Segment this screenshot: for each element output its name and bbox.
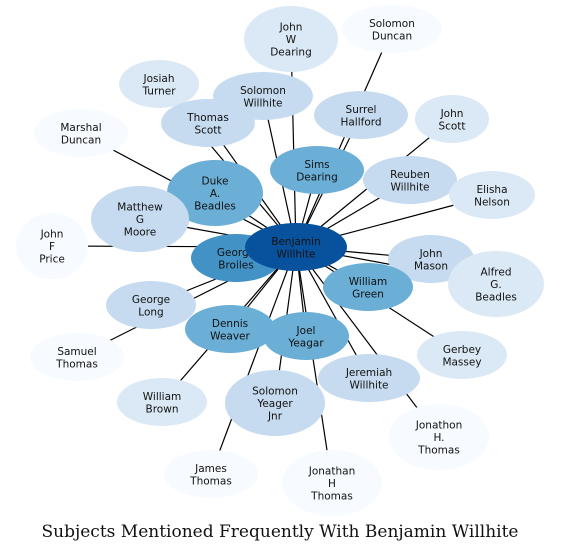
node-label: Jeremiah Willhite (345, 367, 392, 392)
node-matthew-g-moore: Matthew G Moore (91, 186, 189, 252)
node-ellipse (185, 305, 275, 353)
node-label: John W Dearing (270, 22, 312, 59)
node-ellipse (225, 370, 325, 436)
node-label: James Thomas (189, 463, 232, 488)
node-label: Josiah Turner (141, 73, 176, 98)
node-ellipse (314, 91, 408, 139)
node-solomon-duncan: Solomon Duncan (342, 5, 442, 53)
node-alfred-g-beadles: Alfred G. Beadles (448, 251, 544, 317)
node-ellipse (323, 263, 413, 311)
node-ellipse (417, 331, 507, 379)
node-label: William Green (349, 276, 387, 301)
node-dennis-weaver: Dennis Weaver (185, 305, 275, 353)
node-label: Duke A. Beadles (194, 176, 236, 213)
node-label: Jonathon H. Thomas (415, 420, 462, 457)
node-duke-a-beadles: Duke A. Beadles (167, 160, 263, 226)
node-ellipse (342, 5, 442, 53)
node-ellipse (34, 109, 128, 157)
edge-jonathan-h-thomas-2 (295, 246, 333, 484)
node-label: George Long (132, 294, 170, 319)
node-ellipse (161, 99, 255, 147)
node-label: Solomon Yeager Jnr (252, 386, 298, 423)
nodes: John W Dearing Solomon Duncan Josiah Turner Sol… (16, 5, 544, 516)
node-gerbey-massey: Gerbey Massey (417, 331, 507, 379)
node-label: Matthew G Moore (117, 202, 163, 239)
node-label: Samuel Thomas (55, 346, 98, 371)
node-ellipse (91, 186, 189, 252)
node-ellipse (30, 333, 124, 381)
node-ellipse (448, 251, 544, 317)
node-elisha-nelson: Elisha Nelson (449, 171, 535, 219)
node-james-thomas: James Thomas (164, 450, 258, 498)
node-ellipse (119, 60, 199, 108)
node-sims-dearing: Sims Dearing (270, 146, 364, 194)
edge-jonathon-h-thomas-1 (295, 246, 440, 438)
center-node-benjamin: Benjamin Willhite (245, 223, 347, 271)
node-label: Marshal Duncan (60, 122, 101, 147)
node-solomon-yeager-jnr: Solomon Yeager Jnr (225, 370, 325, 436)
node-george-long: George Long (106, 281, 196, 329)
node-label: Dennis Weaver (210, 318, 250, 343)
node-label: John F Price (39, 229, 65, 266)
node-ellipse (449, 171, 535, 219)
node-ellipse (263, 312, 349, 360)
node-william-green: William Green (323, 263, 413, 311)
node-john-scott: John Scott (415, 95, 489, 143)
node-marshal-duncan: Marshal Duncan (34, 109, 128, 157)
node-ellipse (363, 156, 457, 204)
node-ellipse (245, 223, 347, 271)
node-john-f-price: John F Price (16, 213, 88, 279)
node-ellipse (106, 281, 196, 329)
node-josiah-turner: Josiah Turner (119, 60, 199, 108)
node-ellipse (282, 450, 382, 516)
node-label: Joel Yeagar (287, 325, 324, 350)
node-label: Reuben Willhite (390, 169, 430, 194)
node-label: Thomas Scott (186, 112, 229, 137)
node-jonathon-h-thomas-1: Jonathon H. Thomas (389, 404, 489, 470)
node-label: William Brown (143, 391, 181, 416)
node-ellipse (167, 160, 263, 226)
node-surrel-hallford: Surrel Hallford (314, 91, 408, 139)
node-label: Solomon Duncan (369, 18, 415, 43)
node-label: Benjamin Willhite (271, 236, 320, 261)
node-ellipse (16, 213, 88, 279)
node-william-brown: William Brown (117, 378, 207, 426)
node-label: Gerbey Massey (442, 344, 481, 369)
node-ellipse (117, 378, 207, 426)
node-label: Jonathan H Thomas (308, 466, 355, 503)
node-label: John Scott (438, 108, 465, 133)
node-label: John Mason (414, 248, 448, 273)
edge-james-thomas (210, 246, 297, 475)
node-ellipse (389, 404, 489, 470)
node-ellipse (244, 6, 338, 72)
diagram-title: Subjects Mentioned Frequently With Benja… (42, 522, 519, 542)
edge-solomon-duncan (295, 28, 393, 248)
node-ellipse (415, 95, 489, 143)
node-label: Alfred G. Beadles (475, 267, 517, 304)
node-ellipse (270, 146, 364, 194)
node-label: Elisha Nelson (474, 184, 510, 209)
node-joel-yeagar: Joel Yeagar (263, 312, 349, 360)
node-ellipse (164, 450, 258, 498)
node-john-w-dearing: John W Dearing (244, 6, 338, 72)
node-label: Surrel Hallford (340, 104, 381, 129)
node-thomas-scott: Thomas Scott (161, 99, 255, 147)
node-reuben-willhite: Reuben Willhite (363, 156, 457, 204)
node-ellipse (318, 354, 420, 402)
node-jonathan-h-thomas-2: Jonathan H Thomas (282, 450, 382, 516)
node-jeremiah-willhite: Jeremiah Willhite (318, 354, 420, 402)
node-label: Sims Dearing (296, 159, 338, 184)
node-label: Solomon Willhite (240, 85, 286, 110)
node-samuel-thomas: Samuel Thomas (30, 333, 124, 381)
edge-john-w-dearing (290, 38, 297, 248)
